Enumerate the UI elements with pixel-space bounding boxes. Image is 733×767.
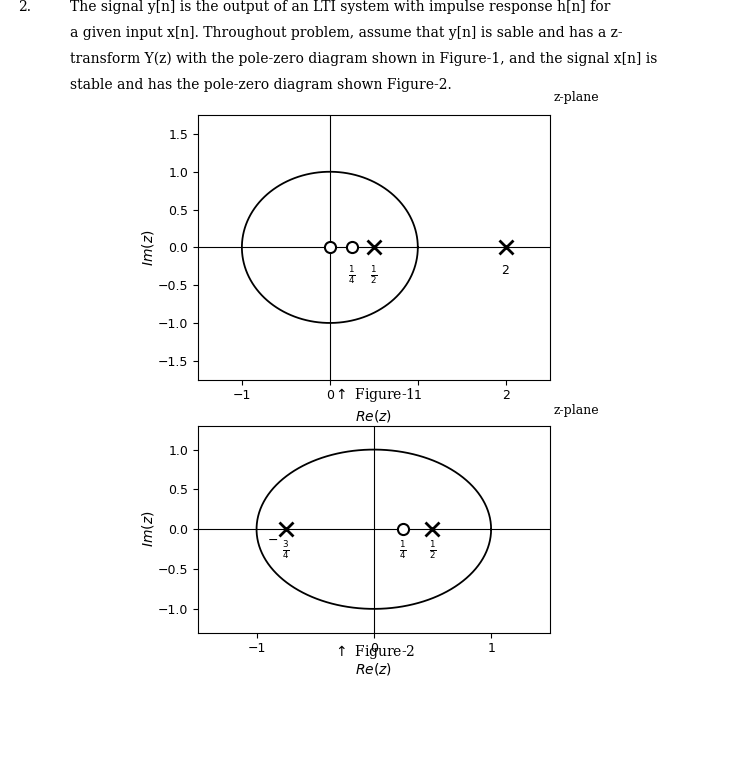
Text: The signal y[n] is the output of an LTI system with impulse response h[n] for: The signal y[n] is the output of an LTI … xyxy=(70,0,610,14)
Text: stable and has the pole-zero diagram shown Figure-2.: stable and has the pole-zero diagram sho… xyxy=(70,77,452,92)
Text: $\frac{1}{4}$: $\frac{1}{4}$ xyxy=(348,264,356,286)
Text: $\frac{3}{4}$: $\frac{3}{4}$ xyxy=(282,540,290,561)
Text: $\frac{1}{2}$: $\frac{1}{2}$ xyxy=(429,540,436,561)
Text: a given input x[n]. Throughout problem, assume that y[n] is sable and has a z-: a given input x[n]. Throughout problem, … xyxy=(70,26,622,40)
Text: z-plane: z-plane xyxy=(553,91,599,104)
X-axis label: $\mathit{Re}(z)$: $\mathit{Re}(z)$ xyxy=(356,408,392,424)
Text: $-$: $-$ xyxy=(268,533,279,546)
Text: $\uparrow$ Figure-2: $\uparrow$ Figure-2 xyxy=(333,643,415,660)
Text: 2.: 2. xyxy=(18,0,32,14)
Y-axis label: $\mathit{Im}(z)$: $\mathit{Im}(z)$ xyxy=(140,511,156,548)
Text: $\frac{1}{2}$: $\frac{1}{2}$ xyxy=(370,264,377,286)
Text: transform Y(z) with the pole-zero diagram shown in Figure-1, and the signal x[n]: transform Y(z) with the pole-zero diagra… xyxy=(70,52,657,66)
Y-axis label: $\mathit{Im}(z)$: $\mathit{Im}(z)$ xyxy=(140,229,156,265)
X-axis label: $\mathit{Re}(z)$: $\mathit{Re}(z)$ xyxy=(356,661,392,677)
Text: $2$: $2$ xyxy=(501,264,510,277)
Text: $\uparrow$ Figure-1: $\uparrow$ Figure-1 xyxy=(333,386,415,404)
Text: z-plane: z-plane xyxy=(553,404,599,417)
Text: $\frac{1}{4}$: $\frac{1}{4}$ xyxy=(399,540,407,561)
